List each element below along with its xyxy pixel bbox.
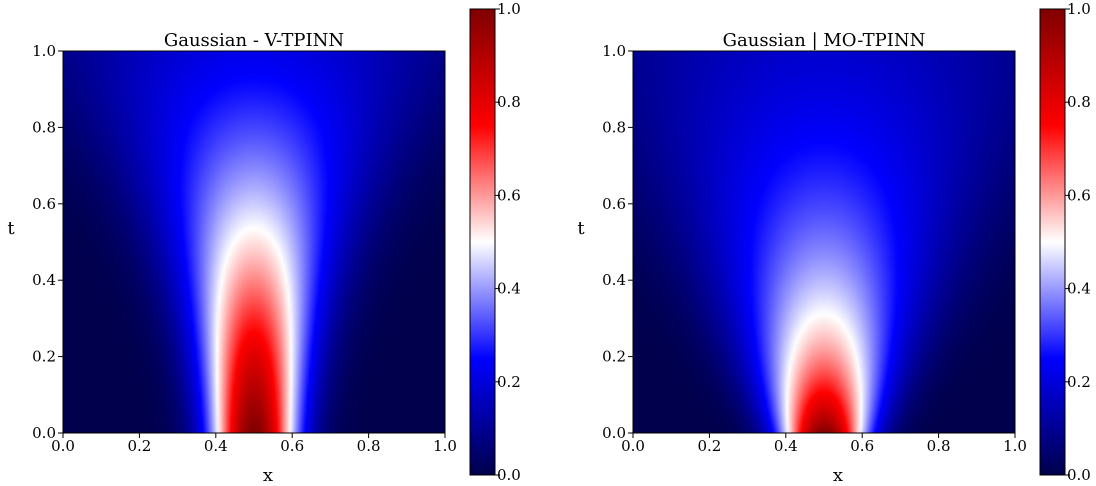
x-tick-label: 0.2	[697, 437, 721, 455]
colorbar-tick-label: 0.6	[1067, 186, 1091, 204]
panel-v-tpinn: Gaussian - V-TPINN x t 0.0 0.2 0.4 0.6 0.8 1.…	[7, 0, 520, 486]
colorbar	[1039, 8, 1066, 476]
y-axis-label: t	[7, 218, 15, 239]
y-tick-label: 1.0	[602, 42, 626, 60]
colorbar-tick-label: 0.8	[1067, 93, 1091, 111]
colorbar-tick-label: 0.6	[497, 186, 521, 204]
x-tick-label: 0.6	[280, 437, 304, 455]
chart-title: Gaussian - V-TPINN	[164, 30, 344, 51]
x-axis-label: x	[833, 465, 843, 486]
y-axis-label: t	[577, 218, 585, 239]
colorbar	[469, 8, 496, 476]
y-tick-label: 0.0	[602, 424, 626, 442]
colorbar-tick-label: 0.2	[1067, 373, 1091, 391]
x-ticks: 0.0 0.2 0.4 0.6 0.8 1.0	[621, 433, 1027, 455]
y-tick-label: 0.8	[32, 118, 56, 136]
heatmap-image	[633, 51, 1015, 433]
colorbar-tick-label: 0.4	[1067, 280, 1091, 298]
y-ticks: 0.0 0.2 0.4 0.6 0.8 1.0	[32, 42, 63, 442]
y-tick-label: 0.8	[602, 118, 626, 136]
x-tick-label: 0.0	[51, 437, 75, 455]
x-ticks: 0.0 0.2 0.4 0.6 0.8 1.0	[51, 433, 457, 455]
y-tick-label: 0.2	[32, 348, 56, 366]
y-tick-label: 0.6	[602, 195, 626, 213]
x-tick-label: 0.8	[357, 437, 381, 455]
chart-title: Gaussian | MO-TPINN	[723, 30, 926, 51]
colorbar-tick-label: 0.2	[497, 373, 521, 391]
colorbar-tick-label: 0.4	[497, 280, 521, 298]
x-tick-label: 0.4	[774, 437, 798, 455]
panel-mo-tpinn: Gaussian | MO-TPINN x t 0.0 0.2 0.4 0.6 0.8 1…	[577, 0, 1090, 486]
colorbar-tick-label: 1.0	[497, 0, 521, 18]
plot-frame	[62, 50, 446, 434]
plot-frame	[632, 50, 1016, 434]
colorbar-tick-label: 1.0	[1067, 0, 1091, 18]
y-tick-label: 0.2	[602, 348, 626, 366]
x-tick-label: 0.4	[204, 437, 228, 455]
colorbar-ticks: 0.0 0.2 0.4 0.6 0.8 1.0	[1065, 0, 1091, 484]
colorbar-tick-label: 0.8	[497, 93, 521, 111]
x-tick-label: 0.6	[850, 437, 874, 455]
x-tick-label: 1.0	[1003, 437, 1027, 455]
y-ticks: 0.0 0.2 0.4 0.6 0.8 1.0	[602, 42, 633, 442]
x-tick-label: 0.8	[927, 437, 951, 455]
y-tick-label: 1.0	[32, 42, 56, 60]
x-tick-label: 0.2	[127, 437, 151, 455]
x-axis-label: x	[263, 465, 273, 486]
x-tick-label: 0.0	[621, 437, 645, 455]
y-tick-label: 0.4	[602, 271, 626, 289]
y-tick-label: 0.0	[32, 424, 56, 442]
colorbar-tick-label: 0.0	[1067, 466, 1091, 484]
colorbar-tick-label: 0.0	[497, 466, 521, 484]
x-tick-label: 1.0	[433, 437, 457, 455]
y-tick-label: 0.6	[32, 195, 56, 213]
colorbar-ticks: 0.0 0.2 0.4 0.6 0.8 1.0	[495, 0, 521, 484]
y-tick-label: 0.4	[32, 271, 56, 289]
heatmap-image	[63, 51, 445, 433]
